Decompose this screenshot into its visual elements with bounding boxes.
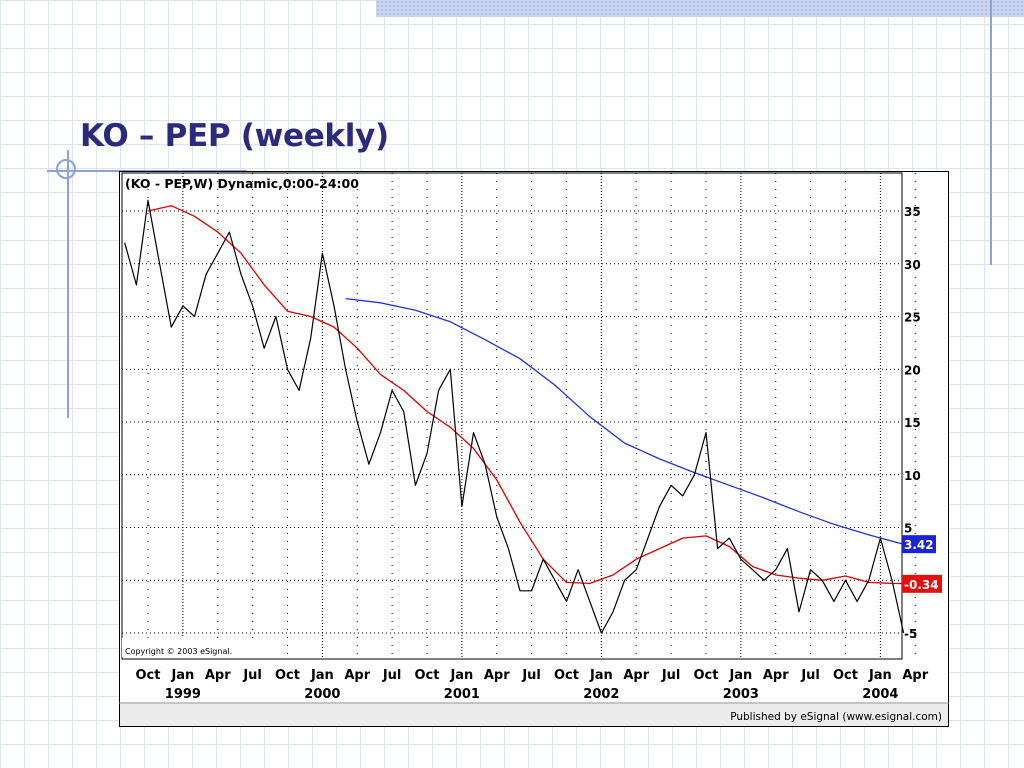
header-decor-band [376,0,1024,17]
series-blue-average-line [345,297,904,545]
x-tick-label: Jul [521,668,541,683]
y-tick-label: 10 [904,469,921,483]
x-tick-label: Jul [242,668,262,683]
decor-vertical-line-right [990,0,992,265]
last-value-badge [902,535,936,554]
y-tick-label: 25 [904,311,921,325]
plot-area [121,172,903,660]
copyright-backdrop [122,638,262,657]
x-tick-label: Apr [623,668,649,683]
x-tick-label: Jan [589,668,613,683]
chart-title: (KO - PEP,W) Dynamic,0:00-24:00 [125,176,359,191]
x-tick-label: Apr [205,668,231,683]
y-axis: 35 30 25 20 15 10 5 -5 [904,205,921,641]
y-tick-label: 35 [904,205,921,219]
last-value-text: 3.42 [904,538,934,552]
x-tick-label: Jan [170,668,194,683]
slide-title: KO – PEP (weekly) [80,118,389,154]
footer-bar [120,704,948,726]
x-year-label: 2004 [862,687,898,702]
x-tick-label: Jan [310,668,334,683]
x-tick-label: Jul [800,668,820,683]
decor-circle [56,159,76,179]
x-year-label: 2001 [444,687,480,702]
y-tick-label: 5 [904,522,912,536]
y-tick-label: 20 [904,363,921,377]
x-tick-label: Oct [275,668,300,683]
series-layer [124,199,916,634]
x-tick-label: Apr [484,668,510,683]
x-tick-label: Oct [833,668,858,683]
series-red-average-line [147,205,916,585]
chart: (KO - PEP,W) Dynamic,0:00-24:00 Copyrigh… [119,171,949,727]
last-value-badge [902,574,942,593]
y-tick-label: 30 [904,258,921,272]
published-by-text: Published by eSignal (www.esignal.com) [730,711,942,723]
x-tick-label: Jan [868,668,892,683]
x-tick-label: Oct [136,668,161,683]
x-tick-label: Oct [415,668,440,683]
y-tick-label: 15 [904,416,921,430]
series-ko-pep-line [124,199,905,634]
x-tick-label: Jan [728,668,752,683]
x-tick-label: Oct [694,668,719,683]
x-tick-label: Jul [661,668,681,683]
x-year-label: 2000 [304,687,340,702]
copyright-text: Copyright © 2003 eSignal. [125,647,232,656]
grid-vertical [147,173,916,659]
x-tick-label: Jul [382,668,402,683]
x-year-label: 2003 [723,687,759,702]
last-value-text: -0.34 [904,578,939,592]
x-tick-label: Apr [344,668,370,683]
x-tick-label: Oct [554,668,579,683]
decor-vertical-line-left [67,150,69,418]
last-value-labels: 3.42 -0.34 [902,535,942,593]
x-axis: Oct Jan Apr Jul Oct Jan Apr Jul Oct Jan Apr Jul Oct J… [136,668,929,702]
x-tick-label: Apr [763,668,789,683]
x-tick-label: Jan [449,668,473,683]
x-year-label: 1999 [165,687,201,702]
x-tick-label: Apr [902,668,928,683]
x-year-label: 2002 [583,687,619,702]
y-tick-label: -5 [904,627,917,641]
